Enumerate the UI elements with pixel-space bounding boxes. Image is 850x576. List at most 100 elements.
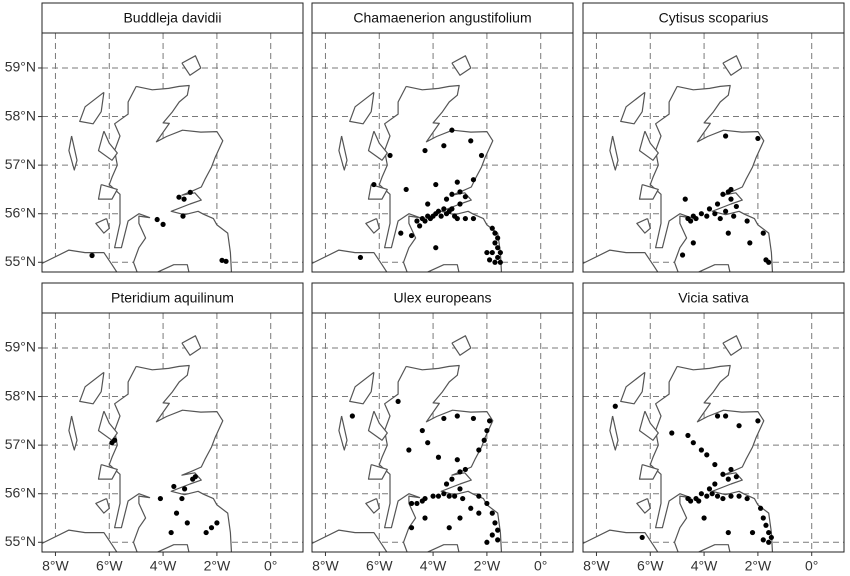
occurrence-point — [728, 493, 734, 499]
coastline — [609, 415, 619, 451]
occurrence-point — [749, 529, 756, 536]
occurrence-point — [435, 454, 442, 460]
occurrence-point — [489, 532, 495, 538]
coastline — [97, 184, 118, 200]
occurrence-point — [470, 177, 477, 183]
occurrence-point — [489, 249, 495, 256]
panel-border — [41, 312, 304, 553]
occurrence-point — [438, 213, 444, 219]
occurrence-point — [706, 206, 713, 212]
coastline — [68, 135, 78, 171]
strip-title: Cytisus scoparius — [659, 10, 769, 26]
coastline — [312, 529, 388, 552]
occurrence-point — [425, 440, 431, 446]
panel-border — [582, 32, 845, 273]
occurrence-point — [755, 418, 761, 424]
occurrence-point — [492, 230, 498, 236]
occurrence-point — [484, 500, 490, 507]
occurrence-point — [698, 447, 704, 453]
occurrence-point — [685, 432, 691, 439]
x-tick-label: 4°W — [691, 558, 718, 574]
coastline — [97, 130, 118, 161]
occurrence-point — [414, 500, 420, 507]
coastline — [649, 364, 774, 552]
occurrence-point — [408, 500, 415, 507]
occurrence-point — [357, 254, 364, 261]
occurrence-point — [766, 529, 772, 536]
occurrence-point — [371, 181, 377, 188]
occurrence-point — [454, 457, 460, 463]
coastline — [649, 84, 774, 272]
occurrence-point — [744, 495, 750, 502]
x-tick-label: 2°W — [474, 558, 501, 574]
occurrence-point — [449, 206, 455, 212]
occurrence-point — [457, 469, 463, 475]
occurrence-point — [489, 510, 495, 516]
map-area — [583, 313, 844, 552]
occurrence-point — [470, 215, 477, 222]
occurrence-point — [460, 495, 466, 502]
map-area — [42, 313, 303, 552]
strip — [582, 282, 845, 314]
occurrence-point — [203, 529, 209, 536]
occurrence-point — [731, 213, 737, 219]
x-tick-label: 2°W — [204, 558, 231, 574]
occurrence-point — [449, 191, 455, 197]
facet-panel: Buddleja davidii 55°N 56°N 57°N 58°N 59°N — [5, 2, 304, 273]
y-tick-label: 59°N — [5, 339, 36, 355]
occurrence-point — [443, 196, 450, 202]
occurrence-point — [422, 218, 428, 224]
y-tick-label: 58°N — [5, 107, 36, 123]
occurrence-point — [489, 225, 495, 231]
occurrence-point — [425, 201, 431, 207]
x-tick-label: 4°W — [150, 558, 177, 574]
x-tick-label: 6°W — [96, 558, 123, 574]
occurrence-point — [433, 245, 439, 251]
occurrence-point — [395, 398, 401, 405]
strip-title: Vicia sativa — [678, 290, 749, 306]
occurrence-point — [219, 257, 225, 263]
coastline — [349, 91, 375, 125]
occurrence-point — [433, 181, 439, 188]
occurrence-point — [457, 201, 463, 207]
x-tick-label: 0° — [534, 558, 547, 574]
occurrence-point — [154, 216, 160, 223]
map-area — [312, 33, 573, 272]
occurrence-point — [454, 413, 460, 419]
occurrence-point — [470, 415, 477, 422]
occurrence-point — [422, 495, 428, 502]
occurrence-point — [690, 440, 696, 446]
occurrence-point — [184, 520, 190, 526]
occurrence-point — [682, 196, 688, 202]
occurrence-point — [717, 215, 723, 222]
occurrence-point — [187, 189, 193, 195]
occurrence-point — [495, 254, 501, 261]
occurrence-point — [441, 206, 447, 212]
occurrence-point — [685, 495, 691, 502]
occurrence-point — [669, 430, 675, 436]
coastline — [79, 91, 105, 125]
y-tick-label: 56°N — [5, 204, 36, 220]
occurrence-point — [223, 258, 229, 264]
coastline — [638, 184, 659, 200]
occurrence-point — [422, 147, 428, 154]
occurrence-point — [696, 498, 702, 504]
coastline — [451, 335, 472, 356]
coastline — [620, 371, 646, 405]
occurrence-point — [468, 505, 474, 511]
occurrence-point — [714, 201, 721, 207]
strip-title: Buddleja davidii — [123, 10, 221, 26]
y-tick-label: 56°N — [5, 484, 36, 500]
occurrence-point — [698, 491, 704, 497]
coastline — [365, 218, 380, 234]
occurrence-point — [449, 476, 455, 482]
coastline — [367, 464, 388, 480]
occurrence-point — [462, 466, 468, 473]
coastline — [638, 410, 659, 441]
occurrence-point — [757, 505, 764, 511]
occurrence-point — [733, 203, 739, 210]
occurrence-point — [181, 196, 187, 202]
occurrence-point — [612, 403, 618, 409]
occurrence-point — [720, 495, 726, 502]
